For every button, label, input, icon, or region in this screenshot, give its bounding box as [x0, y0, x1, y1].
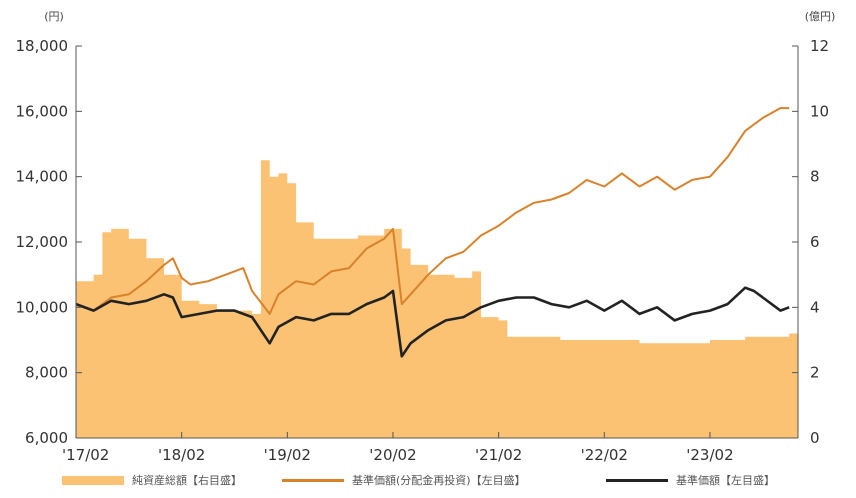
- y-right-unit-label: (億円): [805, 10, 836, 23]
- y-left-tick-label: 16,000: [16, 102, 69, 120]
- y-left-tick-label: 6,000: [25, 429, 68, 447]
- y-left-unit-label: (円): [44, 10, 64, 23]
- y-left-tick-label: 8,000: [25, 364, 68, 382]
- legend-swatch-nav-reinvested: [282, 478, 344, 482]
- x-tick-label: '22/02: [581, 446, 628, 464]
- legend-item-net-assets: 純資産総額【右目盛】: [62, 472, 242, 488]
- y-left-tick-label: 14,000: [16, 168, 69, 186]
- x-tick-label: '17/02: [62, 446, 109, 464]
- legend-item-nav-reinvested: 基準価額(分配金再投資)【左目盛】: [282, 472, 526, 488]
- legend-label-nav: 基準価額【左目盛】: [676, 474, 775, 487]
- line-layer: [75, 107, 790, 358]
- y-right-tick-label: 2: [810, 364, 820, 382]
- y-left-tick-label: 18,000: [16, 37, 69, 55]
- x-tick-label: '21/02: [475, 446, 522, 464]
- series-line-1: [75, 107, 790, 315]
- y-left-tick-label: 10,000: [16, 298, 69, 316]
- legend: 純資産総額【右目盛】 基準価額(分配金再投資)【左目盛】 基準価額【左目盛】: [0, 470, 856, 492]
- axes-layer: 6,000 8,000 10,000 12,000 14,000 16,000 18,000…: [16, 10, 836, 464]
- x-tick-label: '19/02: [264, 446, 311, 464]
- y-right-tick-label: 8: [810, 168, 820, 186]
- y-right-tick-label: 0: [810, 429, 820, 447]
- y-right-tick-label: 12: [810, 37, 829, 55]
- series-line-2: [75, 286, 790, 358]
- y-left-tick-label: 12,000: [16, 233, 69, 251]
- y-right-tick-label: 6: [810, 233, 820, 251]
- legend-label-nav-reinvested: 基準価額(分配金再投資)【左目盛】: [352, 474, 526, 487]
- x-tick-label: '18/02: [158, 446, 205, 464]
- x-tick-label: '23/02: [686, 446, 733, 464]
- legend-swatch-net-assets: [62, 475, 124, 485]
- x-tick-label: '20/02: [369, 446, 416, 464]
- y-right-tick-label: 10: [810, 102, 829, 120]
- area-layer: [76, 160, 798, 439]
- legend-label-net-assets: 純資産総額【右目盛】: [132, 474, 242, 487]
- y-right-tick-label: 4: [810, 298, 820, 316]
- legend-swatch-nav: [606, 478, 668, 482]
- series-area-0: [76, 160, 798, 439]
- legend-item-nav: 基準価額【左目盛】: [606, 472, 775, 488]
